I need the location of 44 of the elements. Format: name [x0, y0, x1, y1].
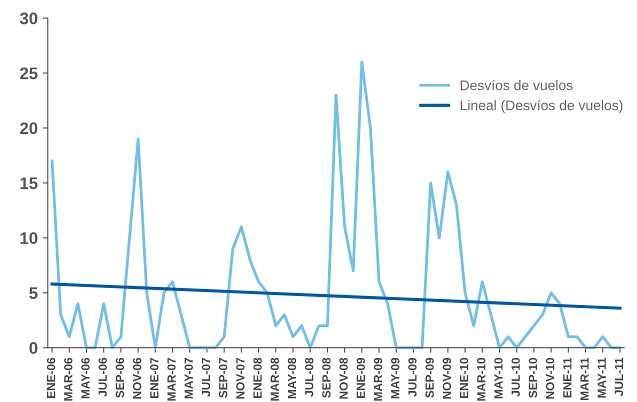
x-tick-label: MAY-11	[598, 358, 606, 398]
x-tick-label: JUL-11	[614, 358, 624, 396]
x-tick-label: MAY-07	[184, 358, 193, 398]
x-tick-label: ENE-07	[150, 358, 158, 398]
x-tick-label: MAR-10	[477, 358, 486, 401]
x-tick-label: ENE-11	[563, 358, 572, 398]
x-tick-label: MAY-06	[81, 358, 90, 398]
x-tick-label: ENE-06	[46, 358, 56, 398]
x-tick-label: MAR-11	[580, 358, 589, 400]
legend-label: Desvíos de vuelos	[460, 80, 573, 90]
x-tick-label: ENE-08	[253, 358, 262, 398]
x-tick-label: JUL-09	[408, 358, 417, 397]
line-series	[50, 60, 622, 350]
x-tick-label: SEP-08	[322, 358, 331, 398]
x-tick-label: JUL-10	[512, 358, 520, 397]
y-tick-label: 5	[29, 287, 38, 299]
x-tick-label: NOV-08	[339, 358, 348, 399]
x-tick-label: MAR-07	[167, 358, 176, 401]
x-tick-label: NOV-09	[442, 358, 452, 399]
y-tick-label: 30	[20, 12, 38, 24]
x-tick-label: JUL-06	[98, 358, 107, 397]
x-tick-label: ENE-10	[460, 358, 468, 398]
x-tick-label: SEP-07	[218, 358, 228, 398]
y-tick-label: 20	[20, 122, 38, 134]
x-tick-label: NOV-06	[132, 358, 142, 399]
x-tick-label: MAR-08	[270, 358, 279, 401]
legend-label: Lineal (Desvíos de vuelos)	[460, 100, 622, 114]
x-tick-label: JUL-08	[305, 358, 314, 397]
x-tick-label: NOV-07	[236, 358, 245, 399]
x-tick-label: MAY-10	[494, 358, 503, 398]
x-tick-label: SEP-06	[116, 358, 124, 398]
x-tick-label: MAR-09	[374, 358, 382, 401]
x-tick-label: MAR-06	[64, 358, 72, 401]
x-tick-label: MAY-08	[288, 358, 296, 398]
x-tick-label: SEP-09	[425, 358, 434, 398]
y-tick-label: 25	[20, 67, 38, 80]
x-tick-label: MAY-09	[391, 358, 400, 398]
y-tick-label: 10	[20, 232, 38, 244]
y-tick-label: 0	[29, 342, 38, 354]
x-tick-label: NOV-10	[546, 358, 554, 399]
y-tick-label: 15	[20, 177, 38, 190]
x-tick-label: ENE-09	[356, 358, 365, 398]
x-tick-label: SEP-10	[528, 358, 538, 398]
x-tick-label: JUL-07	[202, 358, 210, 397]
